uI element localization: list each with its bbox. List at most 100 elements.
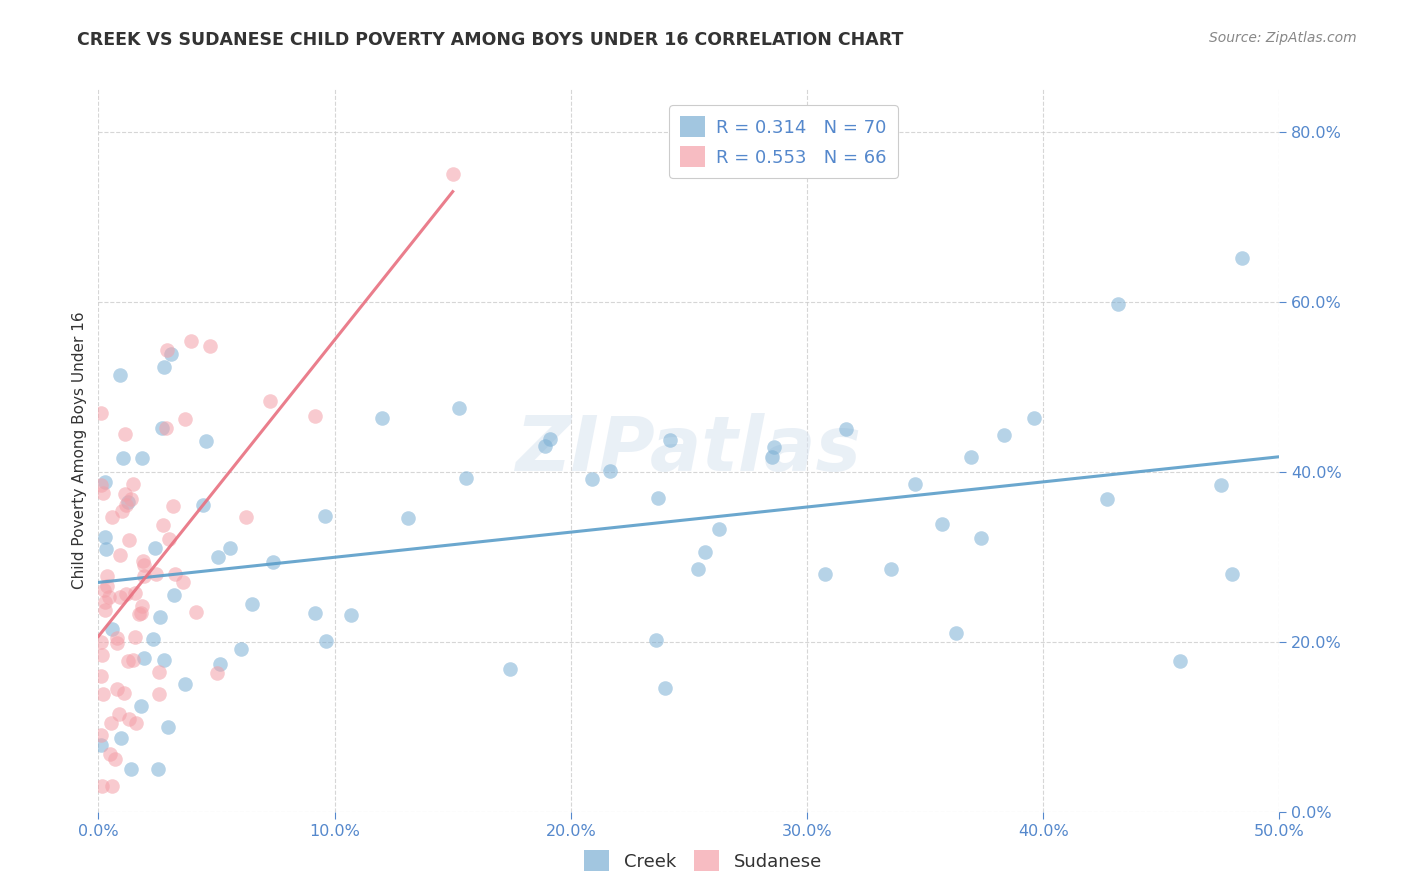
Point	[148, 687, 170, 701]
Point	[128, 607, 150, 621]
Point	[152, 517, 174, 532]
Point	[315, 633, 337, 648]
Point	[90, 779, 112, 793]
Point	[904, 476, 927, 491]
Point	[93, 583, 115, 598]
Point	[304, 409, 326, 424]
Point	[880, 562, 903, 576]
Point	[370, 411, 392, 425]
Point	[205, 665, 228, 680]
Point	[150, 421, 173, 435]
Point	[149, 609, 172, 624]
Point	[94, 530, 117, 544]
Point	[90, 635, 112, 649]
Point	[115, 586, 138, 600]
Point	[90, 738, 112, 752]
Point	[1220, 567, 1243, 582]
Point	[114, 487, 136, 501]
Point	[120, 491, 142, 506]
Point	[98, 747, 121, 762]
Point	[162, 588, 184, 602]
Point	[174, 677, 197, 691]
Point	[304, 606, 326, 620]
Point	[647, 491, 669, 506]
Point	[122, 477, 145, 491]
Point	[110, 731, 132, 746]
Point	[441, 167, 464, 181]
Point	[96, 568, 118, 582]
Point	[94, 595, 117, 609]
Point	[142, 632, 165, 646]
Text: Source: ZipAtlas.com: Source: ZipAtlas.com	[1209, 31, 1357, 45]
Point	[124, 630, 146, 644]
Point	[993, 427, 1015, 442]
Point	[1095, 491, 1118, 506]
Point	[105, 632, 128, 646]
Point	[1209, 478, 1232, 492]
Point	[959, 450, 981, 464]
Point	[118, 533, 141, 548]
Point	[447, 401, 470, 416]
Legend: R = 0.314   N = 70, R = 0.553   N = 66: R = 0.314 N = 70, R = 0.553 N = 66	[669, 105, 897, 178]
Point	[644, 633, 666, 648]
Point	[259, 393, 281, 408]
Point	[94, 541, 117, 556]
Point	[456, 471, 478, 485]
Point	[165, 567, 187, 582]
Point	[314, 508, 336, 523]
Text: CREEK VS SUDANESE CHILD POVERTY AMONG BOYS UNDER 16 CORRELATION CHART: CREEK VS SUDANESE CHILD POVERTY AMONG BO…	[77, 31, 904, 49]
Point	[108, 368, 131, 383]
Point	[91, 486, 114, 500]
Point	[100, 779, 122, 793]
Point	[90, 648, 112, 662]
Point	[945, 626, 967, 640]
Point	[131, 699, 153, 714]
Point	[162, 500, 184, 514]
Point	[658, 433, 681, 447]
Point	[1168, 654, 1191, 668]
Point	[157, 720, 180, 734]
Point	[155, 343, 177, 357]
Point	[146, 762, 169, 776]
Point	[762, 440, 785, 454]
Point	[599, 465, 621, 479]
Point	[117, 495, 139, 509]
Point	[231, 641, 253, 656]
Point	[120, 762, 142, 776]
Point	[396, 511, 419, 525]
Point	[90, 406, 112, 420]
Point	[101, 510, 124, 524]
Point	[122, 653, 145, 667]
Point	[198, 339, 221, 353]
Point	[814, 567, 837, 582]
Point	[90, 728, 112, 742]
Point	[686, 562, 709, 576]
Point	[707, 522, 730, 536]
Point	[94, 603, 117, 617]
Point	[108, 548, 131, 562]
Y-axis label: Child Poverty Among Boys Under 16: Child Poverty Among Boys Under 16	[72, 311, 87, 590]
Point	[970, 531, 993, 545]
Point	[118, 713, 141, 727]
Point	[131, 450, 153, 465]
Point	[90, 478, 112, 492]
Point	[1022, 410, 1045, 425]
Point	[654, 681, 676, 695]
Point	[101, 622, 124, 636]
Point	[340, 607, 363, 622]
Point	[184, 605, 207, 619]
Point	[240, 597, 263, 611]
Text: ZIPatlas: ZIPatlas	[516, 414, 862, 487]
Point	[108, 706, 131, 721]
Point	[533, 439, 555, 453]
Point	[125, 716, 148, 731]
Point	[172, 575, 194, 590]
Point	[91, 687, 114, 701]
Point	[180, 334, 202, 348]
Point	[499, 662, 522, 676]
Point	[194, 434, 217, 448]
Point	[145, 567, 167, 582]
Point	[108, 591, 131, 605]
Point	[218, 541, 240, 555]
Point	[207, 550, 229, 565]
